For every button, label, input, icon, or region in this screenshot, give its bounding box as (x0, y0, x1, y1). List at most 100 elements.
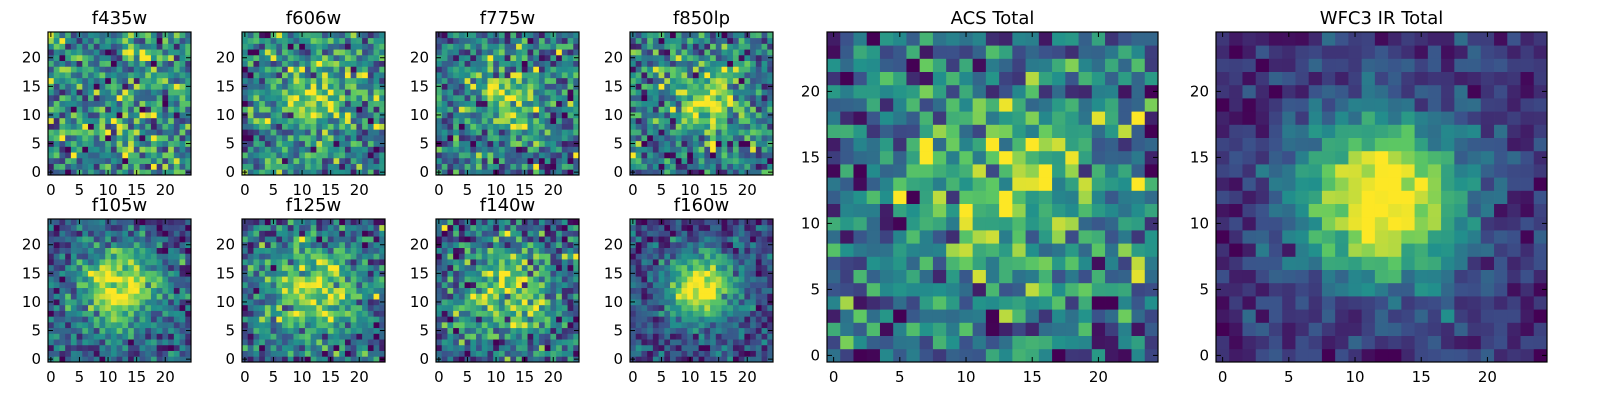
heatmap-cell (162, 310, 169, 317)
heatmap-cell (556, 236, 563, 243)
heatmap-cell (744, 333, 751, 340)
heatmap-cell (710, 293, 717, 300)
y-tick-label: 10 (22, 106, 41, 124)
heatmap-cell (304, 134, 312, 142)
heatmap-cell (476, 100, 483, 107)
heatmap-cell (573, 32, 580, 39)
heatmap-cell (173, 333, 180, 340)
y-tick-label: 5 (419, 322, 429, 340)
heatmap-cell (282, 310, 289, 317)
heatmap-cell (93, 293, 100, 300)
heatmap-cell (630, 316, 637, 323)
heatmap-cell (544, 224, 551, 231)
heatmap-cell (264, 236, 271, 243)
heatmap-cell (316, 236, 323, 243)
heatmap-cell (664, 54, 671, 61)
heatmap-cell (48, 247, 55, 254)
heatmap-cell (322, 333, 329, 340)
heatmap-cell (185, 117, 192, 124)
heatmap-cell (264, 112, 271, 119)
heatmap-cell (670, 350, 677, 357)
heatmap-cell (556, 134, 563, 142)
heatmap-cell (82, 54, 89, 61)
heatmap-cell (538, 293, 546, 300)
heatmap-cell (744, 123, 751, 130)
heatmap-cell (242, 276, 249, 283)
heatmap-cell (652, 83, 659, 90)
heatmap-cell (362, 123, 369, 130)
heatmap-cell (316, 49, 323, 56)
heatmap-cell (316, 344, 323, 351)
heatmap-cell (436, 304, 443, 311)
heatmap-cell (93, 43, 100, 50)
heatmap-cell (738, 146, 745, 153)
heatmap-cell (436, 77, 443, 84)
heatmap-cell (93, 276, 100, 283)
heatmap-cell (715, 106, 722, 113)
heatmap-cell (333, 344, 340, 351)
heatmap-cell (521, 350, 528, 357)
heatmap-cell (373, 293, 380, 300)
heatmap-cell (630, 100, 637, 107)
heatmap-cell (761, 169, 768, 176)
heatmap-cell (105, 316, 112, 323)
heatmap-cell (476, 117, 483, 124)
heatmap-cell (333, 60, 340, 67)
heatmap-cell (727, 344, 734, 351)
heatmap-cell (356, 281, 363, 289)
heatmap-cell (59, 304, 66, 311)
heatmap-cell (99, 310, 106, 317)
heatmap-cell (732, 350, 740, 357)
heatmap-cell (641, 49, 648, 56)
heatmap-cell (464, 236, 471, 243)
heatmap-cell (510, 163, 517, 170)
heatmap-cell (173, 276, 180, 283)
heatmap-cell (658, 89, 665, 96)
heatmap-cell (139, 140, 146, 147)
heatmap-cell (687, 350, 694, 357)
heatmap-cell (299, 157, 306, 164)
heatmap-cell (527, 224, 534, 231)
heatmap-cell (664, 316, 671, 323)
heatmap-cell (453, 94, 460, 102)
heatmap-cell (464, 37, 471, 44)
axes-frame (435, 218, 580, 363)
heatmap-cell (253, 117, 260, 124)
heatmap-cell (544, 117, 551, 124)
heatmap-cell (481, 287, 488, 294)
y-tick-label: 15 (410, 264, 429, 282)
heatmap-cell (247, 60, 254, 67)
heatmap-cell (698, 157, 705, 164)
heatmap-cell (344, 219, 352, 226)
heatmap-cell (282, 316, 289, 323)
heatmap-cell (447, 236, 454, 243)
heatmap-cell (264, 287, 271, 294)
heatmap-cell (82, 236, 89, 243)
heatmap-cell (481, 281, 488, 289)
heatmap-cell (76, 94, 83, 102)
heatmap-cell (247, 146, 254, 153)
heatmap-cell (556, 316, 563, 323)
heatmap-cell (327, 94, 334, 102)
heatmap-cell (704, 89, 711, 96)
heatmap-cell (253, 66, 260, 73)
heatmap-cell (750, 140, 757, 147)
heatmap-cell (282, 152, 289, 159)
heatmap-cell (253, 100, 260, 107)
heatmap-cell (145, 321, 152, 329)
heatmap-cell (304, 140, 312, 147)
heatmap-cell (710, 32, 717, 39)
heatmap-cell (82, 112, 89, 119)
heatmap-cell (538, 253, 546, 260)
heatmap-cell (173, 146, 180, 153)
heatmap-cell (561, 140, 568, 147)
heatmap-cell (481, 339, 488, 346)
heatmap-cell (339, 60, 346, 67)
heatmap-cell (498, 106, 506, 113)
heatmap-cell (750, 37, 757, 44)
heatmap-cell (744, 60, 751, 67)
heatmap-cell (264, 83, 271, 90)
heatmap-cell (675, 339, 682, 346)
heatmap-cell (481, 60, 488, 67)
heatmap-cell (179, 339, 186, 346)
